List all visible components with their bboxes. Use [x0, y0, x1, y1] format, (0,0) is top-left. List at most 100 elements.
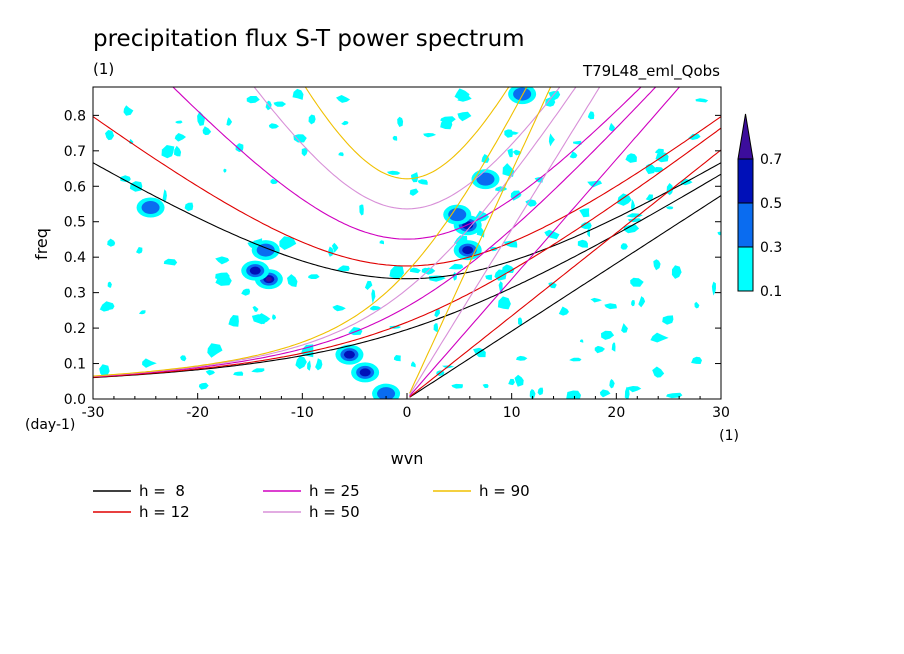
contour-patch: [295, 356, 307, 370]
x-tick-label: 30: [712, 405, 730, 421]
contour-patch: [566, 390, 581, 399]
contour-patch: [123, 105, 134, 116]
contour-patch: [609, 379, 615, 389]
contour-patch: [174, 145, 182, 157]
legend-label: h = 8: [139, 482, 185, 500]
contour-patch: [338, 152, 344, 157]
spectral-peak: [443, 204, 472, 225]
contour-patch: [577, 239, 588, 248]
spectrum-peaks: [136, 87, 537, 399]
contour-patch: [409, 267, 421, 274]
dispersion-branch: [409, 195, 721, 398]
contour-patch: [180, 355, 187, 362]
contour-patch: [136, 247, 143, 254]
contour-patch: [251, 314, 268, 325]
y-tick-label: 0.6: [64, 179, 86, 195]
x-tick-label: -20: [186, 405, 209, 421]
contour-patch: [107, 281, 112, 288]
contour-patch: [620, 243, 628, 250]
contour-patch: [392, 135, 398, 141]
y-tick-label: 0.7: [64, 144, 86, 160]
contour-patch: [504, 129, 514, 138]
y-tick-label: 0.1: [64, 357, 86, 373]
contour-patch: [359, 204, 364, 216]
contour-patch: [107, 238, 116, 247]
contour-patch: [424, 267, 436, 275]
contour-patch: [241, 288, 251, 296]
contour-patch: [608, 122, 615, 132]
legend-label: h = 90: [479, 482, 530, 500]
contour-patch: [482, 384, 489, 389]
contour-patch: [627, 386, 642, 393]
contour-patch: [516, 355, 528, 361]
contour-patch: [215, 275, 232, 286]
contour-patch: [315, 358, 323, 371]
contour-patch: [99, 304, 110, 312]
contour-patch: [604, 303, 617, 310]
contour-patch: [544, 229, 560, 240]
contour-patch: [197, 111, 205, 126]
contour-patch: [569, 357, 582, 362]
legend-label: h = 12: [139, 503, 190, 521]
contour-patch: [666, 392, 683, 399]
contour-patch: [440, 116, 456, 123]
contour-patch: [142, 358, 157, 368]
contour-patch: [448, 263, 464, 270]
contour-patch: [235, 143, 244, 153]
contour-patch: [120, 175, 131, 182]
spectral-peak: [471, 169, 500, 190]
contour-patch: [99, 364, 110, 377]
units-label: (1): [93, 60, 114, 78]
contour-patch: [397, 116, 404, 127]
contour-patch: [507, 148, 513, 158]
contour-patch: [626, 213, 643, 218]
contour-patch: [175, 120, 183, 124]
contour-patch: [594, 345, 605, 354]
contour-patch: [631, 199, 635, 212]
dispersion-branch: [93, 87, 657, 378]
contour-patch: [393, 355, 401, 362]
contour-patch: [573, 140, 582, 145]
colorbar-segment: [737, 246, 754, 292]
legend: h = 8 h = 12 h = 25 h = 50 h = 90: [93, 482, 530, 521]
colorbar: 0.1 0.3 0.5 0.7: [737, 113, 782, 300]
colorbar-segment: [737, 202, 754, 248]
contour-patch: [617, 193, 632, 206]
spectral-peak: [136, 197, 165, 218]
contour-patch: [184, 202, 194, 212]
contour-patch: [233, 371, 244, 376]
y-tick-label: 0.3: [64, 286, 86, 302]
contour-patch: [623, 224, 640, 234]
contour-patch: [364, 280, 373, 290]
contour-patch: [548, 91, 561, 102]
contour-patch: [433, 323, 438, 333]
contour-patch: [341, 120, 349, 126]
contour-patch: [645, 194, 653, 201]
contour-patch: [371, 289, 376, 304]
contour-patch: [251, 368, 265, 373]
contour-patch: [336, 265, 350, 272]
contour-patch: [569, 151, 578, 159]
dispersion-branch: [93, 116, 721, 267]
contour-patch: [226, 117, 233, 126]
colorbar-segment: [737, 158, 754, 204]
contour-patch: [307, 360, 311, 371]
colorbar-label: 0.7: [760, 152, 782, 168]
contour-patch: [246, 96, 260, 104]
dispersion-branch: [93, 87, 577, 377]
dispersion-branch: [93, 127, 721, 378]
contour-patch: [292, 88, 304, 100]
contour-patch: [379, 240, 384, 245]
contour-patch: [205, 369, 215, 376]
x-tick-label: -30: [82, 405, 105, 421]
y-tick-label: 0.8: [64, 108, 86, 124]
contour-patch: [423, 133, 437, 138]
contour-patch: [558, 306, 569, 316]
contour-patch: [652, 366, 665, 378]
x-tick-label: -10: [291, 405, 314, 421]
spectral-peak: [335, 344, 364, 365]
contour-patch: [105, 130, 115, 141]
contour-patch: [548, 282, 557, 289]
contour-patch: [270, 178, 279, 185]
